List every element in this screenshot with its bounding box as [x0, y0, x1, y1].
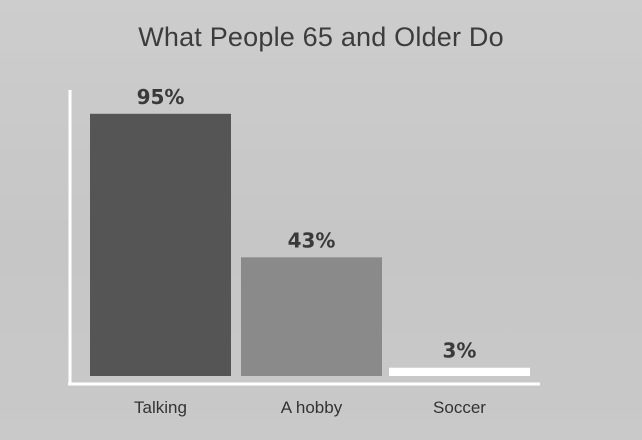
category-label: Soccer [433, 398, 486, 417]
chart-title: What People 65 and Older Do [138, 22, 504, 52]
bar-a-hobby [241, 257, 382, 376]
labels-layer: 95% Talking 43% A hobby 3% Soccer [134, 85, 486, 417]
category-label: A hobby [281, 398, 343, 417]
bar-soccer [389, 367, 530, 376]
category-label: Talking [134, 398, 187, 417]
bar-talking [90, 113, 231, 377]
bar-value-label: 3% [443, 339, 477, 363]
bar-value-label: 95% [137, 85, 185, 109]
bar-value-label: 43% [288, 228, 336, 252]
bars-layer [90, 113, 530, 377]
